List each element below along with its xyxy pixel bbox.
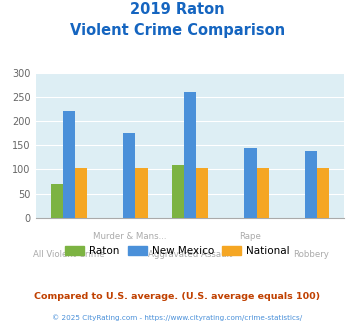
- Bar: [63, 111, 75, 218]
- Text: Aggravated Assault: Aggravated Assault: [148, 250, 232, 259]
- Bar: [123, 133, 135, 218]
- Text: Violent Crime Comparison: Violent Crime Comparison: [70, 23, 285, 38]
- Bar: [172, 165, 184, 218]
- Bar: [305, 151, 317, 218]
- Text: © 2025 CityRating.com - https://www.cityrating.com/crime-statistics/: © 2025 CityRating.com - https://www.city…: [53, 314, 302, 321]
- Bar: [196, 168, 208, 218]
- Text: Rape: Rape: [240, 232, 261, 241]
- Bar: [75, 168, 87, 218]
- Text: All Violent Crime: All Violent Crime: [33, 250, 105, 259]
- Bar: [51, 184, 63, 218]
- Text: 2019 Raton: 2019 Raton: [130, 2, 225, 16]
- Text: Murder & Mans...: Murder & Mans...: [93, 232, 166, 241]
- Bar: [317, 168, 329, 218]
- Bar: [135, 168, 148, 218]
- Text: Compared to U.S. average. (U.S. average equals 100): Compared to U.S. average. (U.S. average …: [34, 292, 321, 301]
- Bar: [184, 92, 196, 218]
- Text: Robbery: Robbery: [293, 250, 329, 259]
- Bar: [245, 148, 257, 218]
- Legend: Raton, New Mexico, National: Raton, New Mexico, National: [61, 242, 294, 260]
- Bar: [257, 168, 269, 218]
